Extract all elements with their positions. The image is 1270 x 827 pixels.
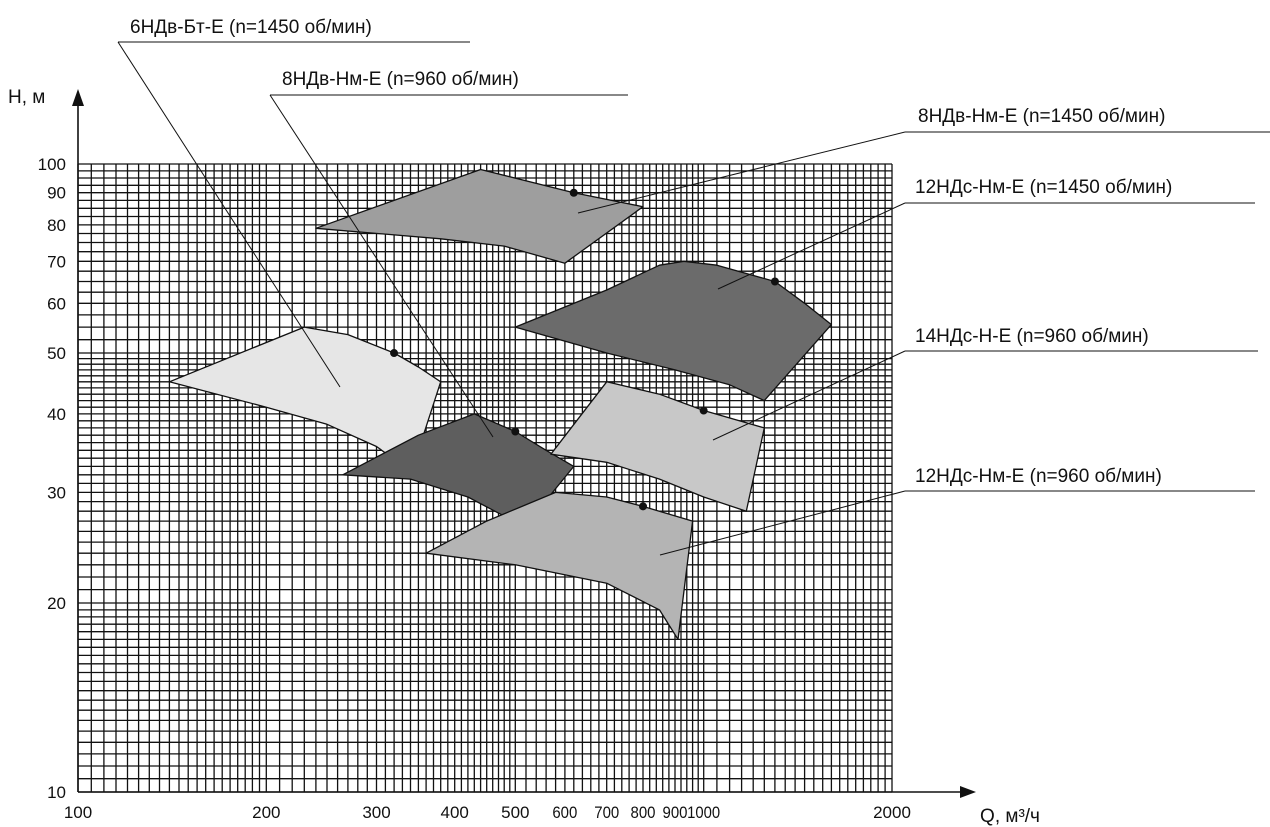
y-tick-label: 40 xyxy=(47,405,66,424)
series-leader-line-6 xyxy=(659,490,906,556)
operating-point-4 xyxy=(770,277,779,286)
x-axis-title: Q, м³/ч xyxy=(980,806,1040,827)
operating-point-6 xyxy=(639,502,648,511)
series-leader-line-5 xyxy=(712,350,906,441)
series-label-4: 12НДс-Нм-Е (n=1450 об/мин) xyxy=(915,177,1172,198)
x-tick-label: 500 xyxy=(501,803,529,822)
x-tick-label: 400 xyxy=(440,803,468,822)
y-tick-label: 100 xyxy=(38,155,66,174)
x-axis-arrow xyxy=(960,786,976,798)
y-tick-label: 70 xyxy=(47,252,66,271)
series-region-2 xyxy=(342,413,575,533)
operating-point-5 xyxy=(699,406,708,415)
series-region-5 xyxy=(550,381,765,512)
x-tick-label: 800 xyxy=(631,803,656,822)
y-tick-label: 20 xyxy=(47,594,66,613)
x-tick-label: 100 xyxy=(64,803,92,822)
x-tick-label: 2000 xyxy=(873,803,911,822)
x-tick-label: 300 xyxy=(362,803,390,822)
series-label-2: 8НДв-Нм-Е (n=960 об/мин) xyxy=(282,69,519,90)
x-tick-label: 200 xyxy=(252,803,280,822)
series-labels: 6НДв-Бт-Е (n=1450 об/мин) 8НДв-Нм-Е (n=96… xyxy=(117,17,1270,556)
y-tick-label: 30 xyxy=(47,483,66,502)
series-region-4 xyxy=(514,260,833,402)
series-label-6: 12НДс-Нм-Е (n=960 об/мин) xyxy=(915,466,1162,487)
operating-point-1 xyxy=(390,349,399,358)
series-leader-line-4 xyxy=(717,202,906,290)
series-leader-line-3 xyxy=(577,131,906,214)
x-tick-label: 900 xyxy=(663,803,688,822)
series-leader-line-1 xyxy=(117,41,341,388)
y-tick-labels: 10 20 30 40 50 60 70 80 90 100 xyxy=(38,155,66,802)
x-tick-label: 700 xyxy=(594,803,619,822)
y-tick-label: 90 xyxy=(47,184,66,203)
x-tick-label: 1000 xyxy=(687,803,720,822)
y-axis-arrow xyxy=(72,89,84,106)
x-tick-labels: 100 200 300 400 500 600 700 800 900 1000 2000 xyxy=(64,803,911,822)
y-tick-label: 60 xyxy=(47,294,66,313)
x-tick-label: 600 xyxy=(552,803,577,822)
y-axis-title: H, м xyxy=(8,87,45,108)
y-tick-label: 80 xyxy=(47,216,66,235)
series-label-3: 8НДв-Нм-Е (n=1450 об/мин) xyxy=(918,106,1165,127)
series-region-3 xyxy=(315,168,644,264)
series-region-1 xyxy=(168,326,442,476)
y-tick-label: 10 xyxy=(47,783,66,802)
y-tick-label: 50 xyxy=(47,344,66,363)
regions xyxy=(168,168,833,641)
series-region-6 xyxy=(425,491,694,641)
operating-point-2 xyxy=(511,427,520,436)
operating-point-3 xyxy=(569,188,578,197)
series-label-1: 6НДв-Бт-Е (n=1450 об/мин) xyxy=(130,17,372,38)
series-leader-line-2 xyxy=(269,94,494,438)
series-label-5: 14НДс-Н-Е (n=960 об/мин) xyxy=(915,326,1149,347)
